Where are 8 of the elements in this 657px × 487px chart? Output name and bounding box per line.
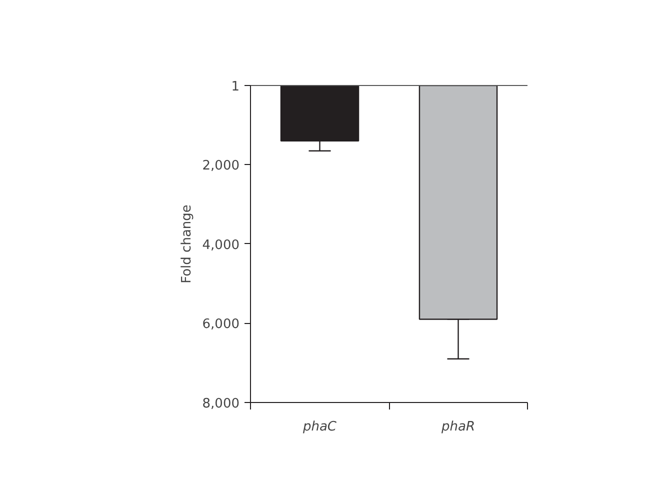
y-axis-title: Fold change xyxy=(179,204,194,284)
y-tick-label: 1 xyxy=(231,80,240,94)
y-tick-label: 2,000 xyxy=(202,158,240,174)
y-tick-label: 8,000 xyxy=(202,396,240,412)
x-tick-label: phaR xyxy=(440,420,476,434)
y-tick-label: 6,000 xyxy=(202,317,240,332)
y-tick-label: 4,000 xyxy=(202,238,240,253)
x-tick-label: phaC xyxy=(302,420,338,434)
